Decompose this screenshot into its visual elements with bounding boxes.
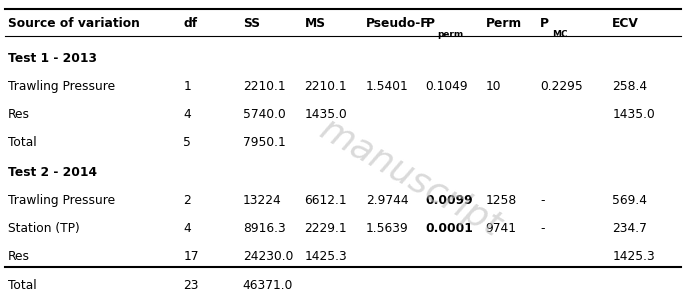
- Text: -: -: [540, 194, 545, 207]
- Text: 1.5401: 1.5401: [366, 80, 408, 93]
- Text: Res: Res: [8, 108, 30, 121]
- Text: 4: 4: [183, 108, 191, 121]
- Text: Station (TP): Station (TP): [8, 222, 80, 235]
- Text: 2229.1: 2229.1: [304, 222, 347, 235]
- Text: 7950.1: 7950.1: [243, 136, 286, 149]
- Text: 2.9744: 2.9744: [366, 194, 408, 207]
- Text: 1425.3: 1425.3: [612, 250, 655, 263]
- Text: -: -: [540, 222, 545, 235]
- Text: Res: Res: [8, 250, 30, 263]
- Text: 569.4: 569.4: [612, 194, 647, 207]
- Text: Test 1 - 2013: Test 1 - 2013: [8, 52, 97, 65]
- Text: Total: Total: [8, 136, 37, 149]
- Text: 46371.0: 46371.0: [243, 279, 293, 292]
- Text: P: P: [540, 17, 549, 30]
- Text: Source of variation: Source of variation: [8, 17, 140, 30]
- Text: df: df: [183, 17, 198, 30]
- Text: 17: 17: [183, 250, 199, 263]
- Text: 24230.0: 24230.0: [243, 250, 293, 263]
- Text: 6612.1: 6612.1: [304, 194, 347, 207]
- Text: 10: 10: [486, 80, 501, 93]
- Text: 258.4: 258.4: [612, 80, 647, 93]
- Text: SS: SS: [243, 17, 260, 30]
- Text: perm: perm: [437, 29, 463, 38]
- Text: 1435.0: 1435.0: [612, 108, 655, 121]
- Text: P: P: [425, 17, 434, 30]
- Text: 2210.1: 2210.1: [304, 80, 347, 93]
- Text: 9741: 9741: [486, 222, 516, 235]
- Text: Pseudo-F: Pseudo-F: [366, 17, 430, 30]
- Text: 1: 1: [183, 80, 191, 93]
- Text: 0.0001: 0.0001: [425, 222, 473, 235]
- Text: 0.2295: 0.2295: [540, 80, 583, 93]
- Text: 1258: 1258: [486, 194, 517, 207]
- Text: 1435.0: 1435.0: [304, 108, 347, 121]
- Text: manuscript: manuscript: [314, 112, 507, 244]
- Text: ECV: ECV: [612, 17, 639, 30]
- Text: Test 2 - 2014: Test 2 - 2014: [8, 166, 97, 179]
- Text: MS: MS: [304, 17, 326, 30]
- Text: 8916.3: 8916.3: [243, 222, 286, 235]
- Text: 2210.1: 2210.1: [243, 80, 285, 93]
- Text: 1425.3: 1425.3: [304, 250, 347, 263]
- Text: 4: 4: [183, 222, 191, 235]
- Text: 2: 2: [183, 194, 191, 207]
- Text: 1.5639: 1.5639: [366, 222, 408, 235]
- Text: Trawling Pressure: Trawling Pressure: [8, 80, 116, 93]
- Text: Total: Total: [8, 279, 37, 292]
- Text: 5: 5: [183, 136, 192, 149]
- Text: 234.7: 234.7: [612, 222, 647, 235]
- Text: 0.1049: 0.1049: [425, 80, 468, 93]
- Text: Perm: Perm: [486, 17, 522, 30]
- Text: MC: MC: [552, 29, 568, 38]
- Text: 13224: 13224: [243, 194, 282, 207]
- Text: 5740.0: 5740.0: [243, 108, 286, 121]
- Text: Trawling Pressure: Trawling Pressure: [8, 194, 116, 207]
- Text: 0.0099: 0.0099: [425, 194, 473, 207]
- Text: 23: 23: [183, 279, 199, 292]
